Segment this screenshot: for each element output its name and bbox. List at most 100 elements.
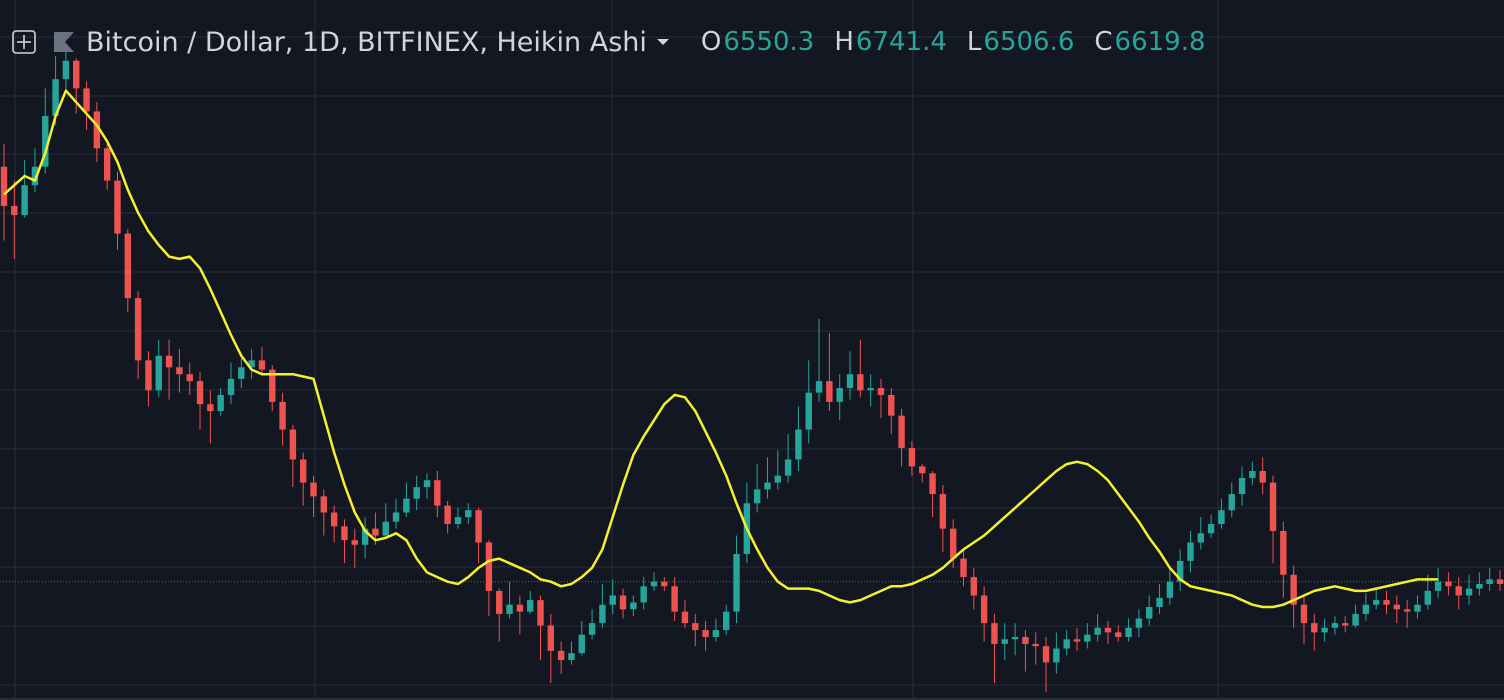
- candle-up: [52, 79, 59, 117]
- candle-down: [1393, 604, 1401, 610]
- candle-up: [784, 459, 792, 476]
- candle-down: [73, 60, 80, 89]
- candle-down: [960, 558, 967, 578]
- candle-up: [1176, 560, 1184, 582]
- close-number: 6619.8: [1114, 27, 1206, 57]
- candle-up: [382, 521, 389, 536]
- dropdown-caret-icon[interactable]: [656, 39, 669, 45]
- candle-down: [207, 404, 214, 412]
- candle-down: [165, 355, 173, 368]
- candle-series: [0, 49, 1504, 693]
- candle-down: [196, 381, 204, 405]
- candle-up: [42, 116, 49, 167]
- candle-down: [929, 473, 936, 495]
- close-value: C 6619.8: [1094, 27, 1205, 57]
- candle-down: [980, 595, 988, 624]
- flag-icon[interactable]: [52, 30, 76, 54]
- candle-down: [826, 381, 833, 402]
- candle-up: [1135, 618, 1143, 628]
- candle-down: [1403, 609, 1411, 612]
- candle-up: [588, 623, 596, 635]
- candle-up: [630, 602, 637, 610]
- candle-down: [176, 367, 183, 375]
- candle-down: [258, 360, 266, 370]
- candle-down: [661, 581, 668, 587]
- candle-down: [475, 510, 482, 543]
- candle-up: [846, 374, 854, 389]
- candle-up: [392, 512, 400, 522]
- candle-up: [1372, 600, 1380, 605]
- candle-up: [62, 60, 70, 80]
- candle-up: [155, 355, 162, 391]
- candle-down: [103, 148, 111, 181]
- candle-down: [991, 623, 998, 644]
- low-label: L: [966, 27, 982, 57]
- candle-down: [11, 205, 18, 216]
- candle-up: [1146, 607, 1153, 619]
- close-label: C: [1094, 27, 1113, 57]
- candle-down: [1032, 643, 1039, 647]
- candle-up: [1424, 590, 1431, 605]
- candle-down: [134, 298, 142, 361]
- candle-down: [341, 526, 348, 541]
- candle-up: [764, 482, 771, 490]
- candle-down: [619, 595, 627, 610]
- symbol-title[interactable]: Bitcoin / Dollar, 1D, BITFINEX, Heikin A…: [86, 26, 647, 58]
- candle-up: [423, 480, 431, 488]
- candle-down: [186, 374, 193, 382]
- candle-down: [702, 630, 709, 637]
- candle-up: [1434, 581, 1442, 591]
- candle-up: [723, 611, 730, 631]
- candle-down: [671, 586, 678, 612]
- chart-legend: Bitcoin / Dollar, 1D, BITFINEX, Heikin A…: [12, 24, 1226, 60]
- candle-up: [640, 586, 647, 603]
- high-label: H: [834, 27, 854, 57]
- candle-down: [1496, 579, 1504, 584]
- candle-up: [1414, 604, 1421, 612]
- candle-down: [939, 494, 947, 529]
- moving-average-line: [3, 89, 1439, 609]
- candle-down: [692, 623, 699, 631]
- candle-down: [1311, 623, 1318, 633]
- candle-down: [681, 611, 689, 624]
- candle-down: [537, 600, 544, 626]
- candle-up: [599, 604, 606, 624]
- candle-down: [269, 369, 276, 402]
- low-number: 6506.6: [983, 27, 1075, 57]
- candle-up: [1094, 627, 1101, 635]
- candle-down: [330, 512, 338, 527]
- candle-up: [712, 630, 720, 637]
- candle-up: [753, 489, 761, 504]
- candle-down: [516, 604, 524, 612]
- candle-up: [1218, 510, 1225, 525]
- candle-up: [506, 604, 513, 614]
- candle-up: [815, 381, 823, 393]
- candle-down: [434, 480, 441, 506]
- candle-down: [1104, 627, 1112, 633]
- candle-up: [733, 554, 740, 612]
- candle-down: [970, 577, 978, 596]
- candle-down: [1300, 604, 1308, 624]
- add-indicator-icon[interactable]: [12, 30, 36, 54]
- high-number: 6741.4: [855, 27, 947, 57]
- candle-down: [1342, 623, 1349, 626]
- candle-up: [867, 388, 874, 391]
- candle-down: [124, 233, 132, 299]
- open-value: O 6550.3: [701, 27, 814, 57]
- candle-down: [1383, 600, 1390, 605]
- candle-up: [1238, 477, 1246, 495]
- candle-up: [1063, 639, 1070, 649]
- open-number: 6550.3: [723, 27, 815, 57]
- candle-up: [1249, 471, 1256, 478]
- candle-down: [351, 540, 358, 545]
- candle-down: [1455, 586, 1462, 596]
- candle-down: [1269, 482, 1277, 531]
- candle-down: [919, 466, 926, 474]
- candle-up: [413, 487, 420, 499]
- candle-up: [21, 185, 28, 216]
- candle-down: [857, 374, 864, 391]
- candle-up: [31, 166, 39, 186]
- candle-up: [1228, 494, 1235, 511]
